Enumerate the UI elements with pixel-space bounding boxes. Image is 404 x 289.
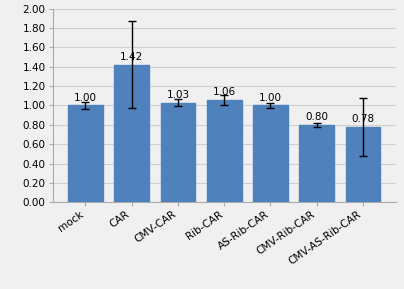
- Text: 1.00: 1.00: [259, 92, 282, 103]
- Text: 1.00: 1.00: [74, 92, 97, 103]
- Bar: [299, 125, 334, 202]
- Bar: [346, 127, 380, 202]
- Bar: [114, 65, 149, 202]
- Text: 1.03: 1.03: [166, 90, 189, 100]
- Text: 0.80: 0.80: [305, 112, 328, 122]
- Bar: [161, 103, 195, 202]
- Text: 0.78: 0.78: [351, 114, 375, 124]
- Bar: [253, 105, 288, 202]
- Text: 1.42: 1.42: [120, 52, 143, 62]
- Text: 1.06: 1.06: [213, 87, 236, 97]
- Bar: [68, 105, 103, 202]
- Bar: [207, 100, 242, 202]
